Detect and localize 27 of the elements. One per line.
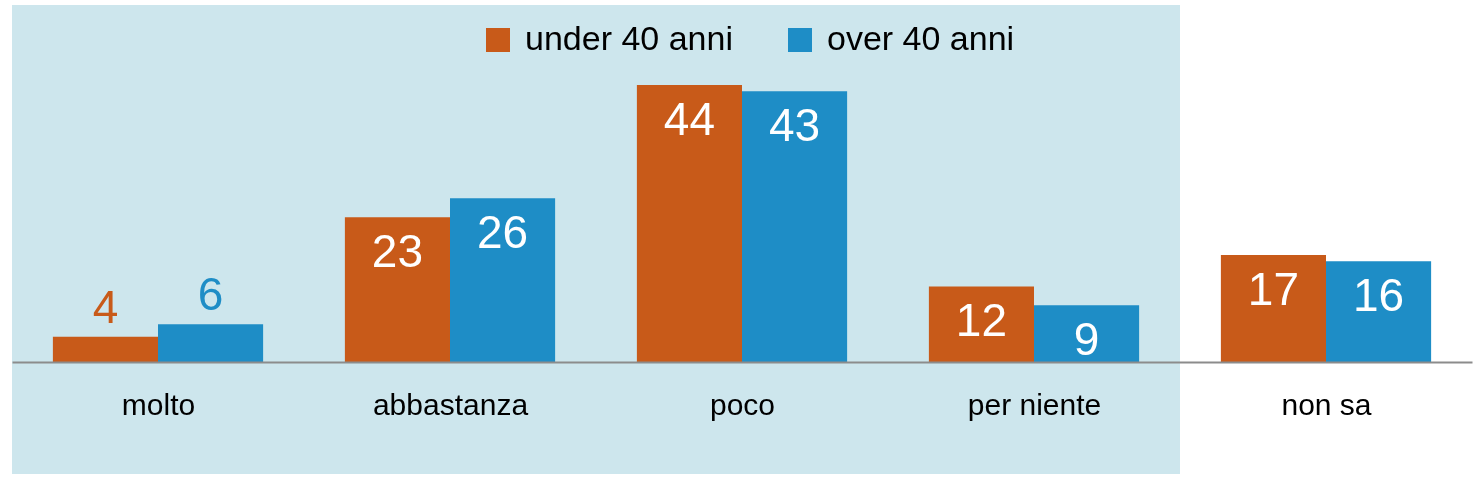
- bar: [742, 91, 848, 362]
- x-tick-label: non sa: [1281, 387, 1372, 421]
- legend-label: over 40 anni: [827, 19, 1015, 57]
- bar: [1220, 254, 1326, 362]
- x-tick-label: per niente: [967, 387, 1102, 421]
- x-tick-label: molto: [121, 387, 196, 421]
- data-label: 17: [1247, 262, 1300, 315]
- data-label: 43: [768, 99, 821, 152]
- bar: [344, 217, 450, 362]
- bar: [928, 286, 1034, 362]
- data-label: 6: [197, 268, 224, 321]
- bar: [52, 336, 158, 362]
- data-label: 9: [1073, 313, 1100, 366]
- data-label: 4: [92, 280, 119, 333]
- data-label: 26: [476, 206, 529, 259]
- bar: [158, 324, 264, 362]
- data-label: 23: [371, 225, 424, 278]
- bar: [636, 85, 742, 362]
- bar: [450, 198, 556, 362]
- data-label: 16: [1352, 269, 1405, 322]
- x-tick-label: poco: [709, 387, 776, 421]
- bar: [1326, 261, 1432, 362]
- data-label: 44: [663, 93, 716, 145]
- x-tick-label: abbastanza: [372, 387, 529, 421]
- legend-label: under 40 anni: [525, 19, 733, 57]
- bar: [1034, 305, 1140, 362]
- data-label: 12: [955, 294, 1008, 347]
